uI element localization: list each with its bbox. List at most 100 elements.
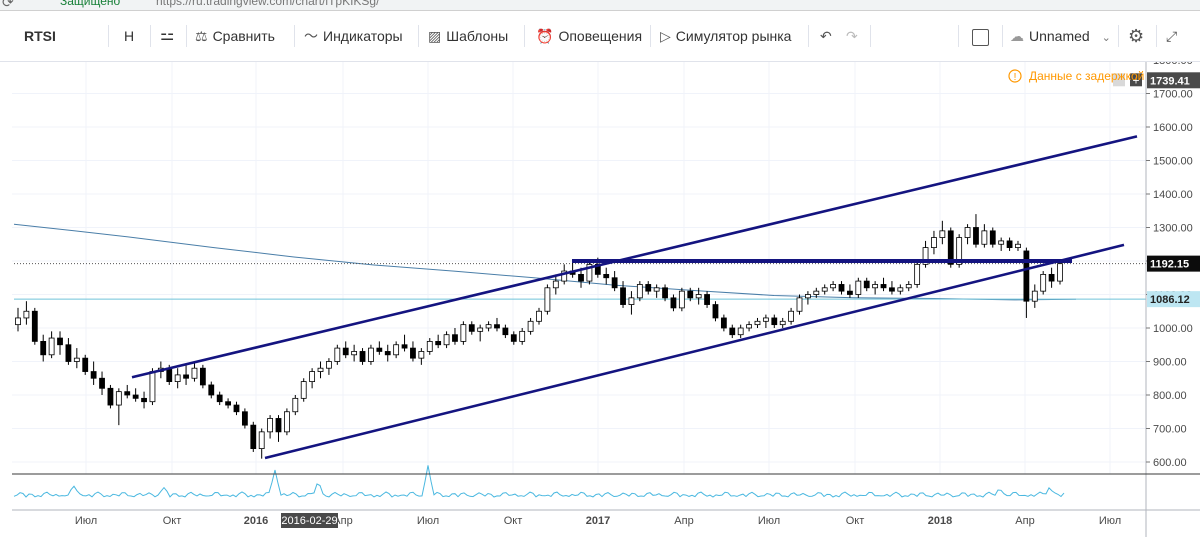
time-axis-label: Июл [1099, 515, 1121, 527]
candle-body [317, 367, 324, 372]
candle-body [342, 347, 349, 356]
candle-body [452, 334, 458, 342]
alerts-label: Оповещения [558, 28, 643, 44]
chart-toolbar: RTSI H ⚍ ⚖ Сравнить 〜 Индикаторы ▨ Шаблоны … [0, 11, 1200, 62]
candle-body [805, 294, 811, 299]
chevron-down-icon: ⌄ [1101, 32, 1111, 44]
candle-body [653, 287, 660, 292]
candle-body [830, 284, 837, 289]
price-tick-label: 1400.00 [1153, 189, 1193, 201]
indicators-icon: 〜 [304, 28, 318, 44]
candle-body [275, 418, 282, 433]
candle-body [704, 294, 710, 305]
redo-icon[interactable]: ↷ [846, 28, 858, 44]
trend-line [264, 243, 1125, 460]
candle-body [326, 361, 332, 369]
candle-body [552, 280, 559, 289]
ma-price-badge-bg [1147, 291, 1200, 308]
candle-body [485, 324, 492, 329]
compare-label: Сравнить [212, 28, 275, 44]
candle-body [754, 320, 761, 326]
templates-button[interactable]: ▨ Шаблоны [428, 25, 508, 47]
candle-body [847, 290, 853, 295]
candle-body [737, 327, 744, 336]
candle-body [914, 263, 921, 285]
market-simulator-button[interactable]: ▷ Симулятор рынка [660, 25, 791, 47]
candle-body [1023, 250, 1030, 302]
price-tick-label: 700.00 [1153, 424, 1187, 436]
indicators-button[interactable]: 〜 Индикаторы [304, 25, 403, 47]
candle-body [309, 371, 316, 382]
candle-body [620, 287, 626, 305]
candle-body [401, 344, 408, 349]
alerts-button[interactable]: ⏰ Оповещения [536, 25, 642, 47]
time-axis-label: Апр [674, 515, 693, 527]
candle-body [561, 270, 568, 282]
candle-style-icon[interactable]: ⚍ [160, 27, 175, 44]
candle-body [267, 418, 273, 433]
candle-body [502, 327, 509, 336]
price-tick-label: 600.00 [1153, 457, 1187, 469]
candle-body [418, 351, 425, 359]
candle-body [300, 381, 307, 399]
toolbar-divider [186, 25, 187, 47]
interval-button[interactable]: H [124, 28, 135, 44]
price-tick-label: 1700.00 [1153, 89, 1193, 101]
candle-body [536, 310, 542, 322]
url-text[interactable]: https://ru.tradingview.com/chart/iTpKIKS… [156, 0, 380, 8]
candle-body [334, 347, 341, 362]
warning-icon [1008, 69, 1022, 83]
candle-body [1040, 273, 1047, 292]
delayed-data-notice[interactable]: Данные с задержкой [1029, 69, 1144, 83]
last-price-badge: 1192.15 [1150, 259, 1189, 271]
candle-body [216, 394, 223, 403]
chart-grid [12, 62, 1146, 474]
candle-body [720, 317, 727, 329]
candle-body [510, 334, 517, 342]
candle-body [426, 340, 433, 352]
candle-body [368, 347, 374, 362]
last-price-badge-bg [1147, 255, 1200, 272]
expand-icon[interactable]: ⤢ [1166, 28, 1178, 44]
candle-body [998, 240, 1005, 245]
candle-body [225, 401, 231, 406]
download-icon [1113, 73, 1125, 87]
candle-body [821, 287, 828, 292]
trend-lines[interactable] [131, 135, 1138, 460]
reload-icon[interactable]: ⟳ [2, 0, 14, 10]
plus-icon [1130, 73, 1142, 87]
candle-body [443, 334, 450, 346]
price-chart[interactable]: 0.0000 1800.001700.001600.001500.001400.… [0, 62, 1200, 537]
candle-body [115, 391, 122, 406]
candle-body [636, 284, 643, 299]
candle-body [863, 280, 870, 289]
time-axis-label: 2018 [928, 515, 952, 527]
compare-icon: ⚖ [195, 28, 208, 44]
symbol-search[interactable]: RTSI [24, 28, 56, 44]
candle-body [527, 320, 534, 332]
fullscreen-box-icon[interactable] [972, 25, 989, 47]
undo-icon[interactable]: ↶ [820, 28, 832, 44]
secure-label: Защищено [60, 0, 121, 8]
candle-body [199, 367, 206, 386]
candle-body [956, 237, 963, 265]
candle-body [880, 284, 887, 289]
candle-body [141, 397, 147, 403]
candle-body [73, 357, 80, 362]
candle-body [628, 297, 635, 305]
candle-body [586, 263, 593, 282]
compare-button[interactable]: ⚖ Сравнить [195, 25, 275, 47]
layout-menu[interactable]: ☁ Unnamed ⌄ [1010, 25, 1111, 47]
gear-icon[interactable]: ⚙ [1128, 26, 1145, 46]
layout-name-label: Unnamed [1029, 28, 1090, 44]
cloud-icon: ☁ [1010, 28, 1024, 44]
warning-icon-mark: ! [1014, 72, 1017, 83]
candle-body [351, 351, 358, 356]
play-icon: ▷ [660, 28, 671, 44]
candle-body [166, 367, 173, 383]
candle-body [771, 317, 778, 326]
candle-body [48, 337, 55, 356]
time-axis-label: Окт [163, 515, 182, 527]
candle-body [964, 227, 971, 238]
candle-body [905, 284, 912, 289]
